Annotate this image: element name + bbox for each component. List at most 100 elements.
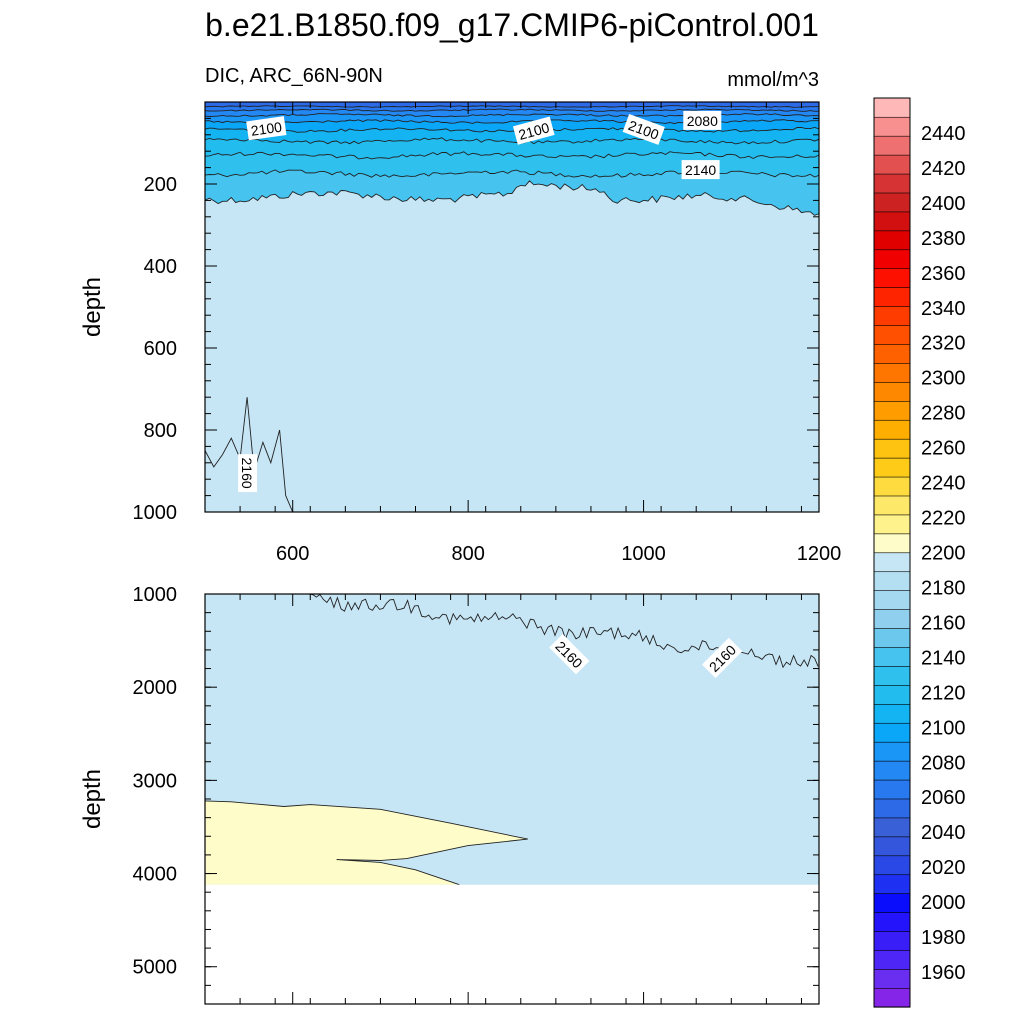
- colorbar-swatch: [873, 211, 911, 232]
- colorbar-swatch: [873, 381, 911, 402]
- colorbar-label: 2420: [921, 158, 966, 180]
- colorbar-label: 2000: [921, 892, 966, 914]
- colorbar-swatch: [873, 97, 911, 118]
- colorbar-label: 1980: [921, 927, 966, 949]
- colorbar-label: 2340: [921, 298, 966, 320]
- y-tick-label: 2000: [133, 677, 178, 699]
- colorbar-swatch: [873, 230, 911, 251]
- colorbar-swatch: [873, 249, 911, 270]
- y-axis-label: depth: [79, 769, 106, 829]
- y-axis-label: depth: [79, 277, 106, 337]
- colorbar-label: 2200: [921, 543, 966, 565]
- colorbar-swatch: [873, 665, 911, 686]
- contour-line-2120: [205, 180, 819, 216]
- y-tick-label: 200: [144, 174, 177, 196]
- colorbar-label: 2320: [921, 333, 966, 355]
- colorbar-label: 2400: [921, 193, 966, 215]
- ocean-floor-mask: [205, 884, 819, 1004]
- colorbar-swatch: [873, 590, 911, 610]
- colorbar-swatch: [873, 306, 911, 326]
- colorbar-swatch: [873, 703, 911, 724]
- colorbar-swatch: [873, 817, 911, 838]
- colorbar-label: 2180: [921, 578, 966, 600]
- colorbar-swatch: [873, 438, 911, 459]
- colorbar-label: 2120: [921, 682, 966, 704]
- contour-label: 2080: [683, 110, 722, 130]
- contour-band-2040: [205, 102, 819, 108]
- colorbar-swatch: [873, 684, 911, 705]
- colorbar-swatch: [873, 798, 911, 819]
- colorbar-label: 2160: [921, 612, 966, 634]
- contour-line-2100: [205, 151, 819, 160]
- colorbar-label: 2100: [921, 717, 966, 739]
- contour-label-text: 2100: [517, 119, 551, 143]
- colorbar-swatch: [873, 154, 911, 175]
- y-tick-label: 1000: [133, 584, 178, 606]
- contour-line-2160-deep: [205, 397, 294, 512]
- y-tick-label: 4000: [133, 864, 178, 886]
- colorbar-swatch: [873, 552, 911, 573]
- colorbar-swatch: [873, 514, 911, 535]
- contour-label-text: 2080: [687, 113, 718, 129]
- contour-line-2080: [205, 127, 819, 133]
- colorbar-swatch: [873, 287, 911, 307]
- colorbar-swatch: [873, 116, 911, 137]
- colorbar-swatch: [873, 779, 911, 800]
- colorbar-swatch: [873, 968, 911, 989]
- contour-label: 2100: [246, 116, 287, 141]
- colorbar-swatch: [873, 722, 911, 743]
- colorbar-label: 2140: [921, 647, 966, 669]
- colorbar-swatch: [873, 930, 911, 951]
- x-tick-label: 1200: [797, 543, 842, 565]
- colorbar-swatch: [873, 760, 911, 781]
- panel-frame: [204, 101, 820, 513]
- units-label: mmol/m^3: [727, 69, 819, 91]
- contour-band-2180: [205, 800, 528, 885]
- contour-label-text: 2160: [239, 458, 255, 489]
- colorbar-swatch: [873, 893, 911, 913]
- colorbar-label: 2020: [921, 857, 966, 879]
- contour-label: 2160: [238, 454, 258, 493]
- contour-label: 2140: [681, 160, 720, 180]
- colorbar-swatch: [873, 192, 911, 213]
- colorbar-swatch: [873, 400, 911, 421]
- upper-depth-panel: 2100 2100 2100 2080214021602004006008001000…: [79, 101, 842, 565]
- colorbar-label: 1960: [921, 962, 966, 984]
- y-tick-label: 400: [144, 256, 177, 278]
- colorbar-swatch: [873, 135, 911, 156]
- x-tick-label: 800: [451, 543, 484, 565]
- colorbar-swatch: [873, 627, 911, 648]
- colorbar-label: 2220: [921, 508, 966, 530]
- colorbar-label: 2060: [921, 787, 966, 809]
- colorbar-label: 2360: [921, 263, 966, 285]
- colorbar: 2440 2420 2400 2380 2360 2340 2320 2300 2280 2260…: [873, 97, 966, 1008]
- colorbar-swatch: [873, 836, 911, 857]
- y-tick-label: 3000: [133, 770, 178, 792]
- colorbar-label: 2280: [921, 403, 966, 425]
- colorbar-swatch: [873, 457, 911, 478]
- y-tick-label: 600: [144, 338, 177, 360]
- colorbar-swatch: [873, 533, 911, 554]
- colorbar-label: 2440: [921, 123, 966, 145]
- contour-label-text: 2100: [250, 119, 283, 139]
- colorbar-swatch: [873, 646, 911, 667]
- colorbar-swatch: [873, 419, 911, 440]
- colorbar-label: 2380: [921, 228, 966, 250]
- colorbar-label: 2300: [921, 368, 966, 390]
- y-tick-label: 800: [144, 420, 177, 442]
- colorbar-swatch: [873, 609, 911, 629]
- colorbar-swatch: [873, 268, 911, 288]
- colorbar-label: 2260: [921, 438, 966, 460]
- variable-label: DIC, ARC_66N-90N: [205, 65, 383, 87]
- colorbar-swatch: [873, 476, 911, 497]
- contour-line-2090: [205, 137, 819, 145]
- colorbar-swatch: [873, 912, 911, 932]
- colorbar-frame: [873, 97, 911, 1008]
- colorbar-swatch: [873, 874, 911, 894]
- y-tick-label: 5000: [133, 957, 178, 979]
- colorbar-label: 2080: [921, 752, 966, 774]
- colorbar-label: 2240: [921, 473, 966, 495]
- colorbar-swatch: [873, 987, 911, 1008]
